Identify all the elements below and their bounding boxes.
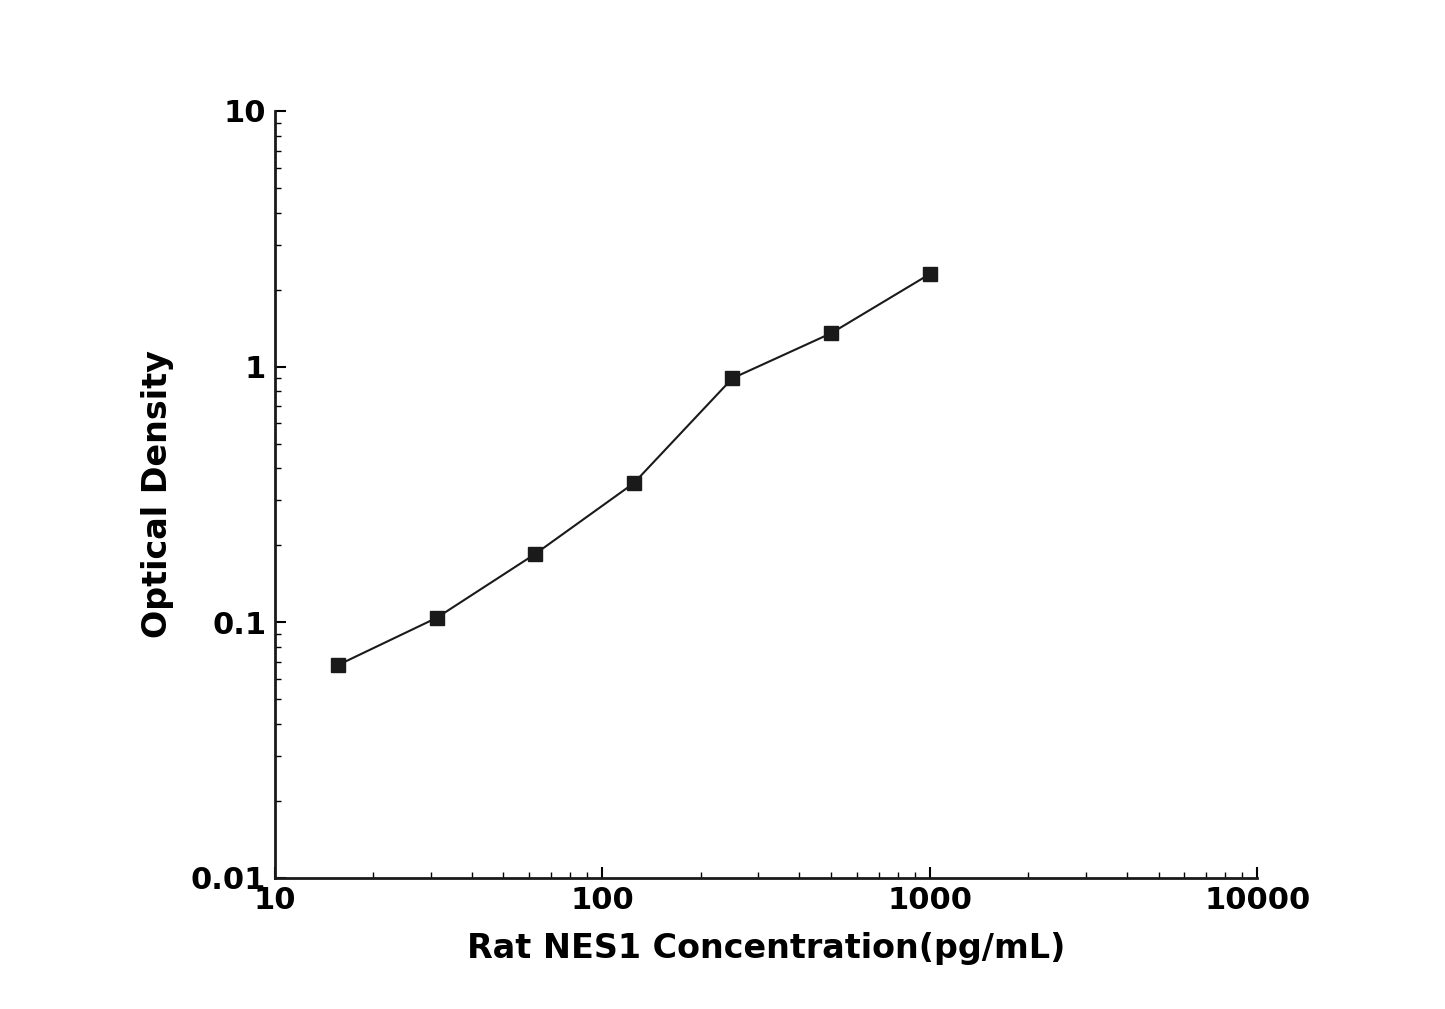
Y-axis label: Optical Density: Optical Density: [142, 350, 175, 639]
X-axis label: Rat NES1 Concentration(pg/mL): Rat NES1 Concentration(pg/mL): [467, 932, 1065, 965]
